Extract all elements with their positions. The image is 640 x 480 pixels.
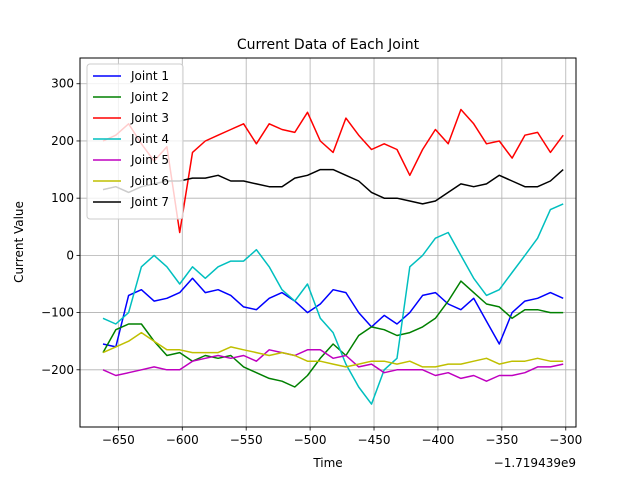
legend-label: Joint 5 bbox=[130, 153, 169, 167]
series-line-joint-4 bbox=[102, 203, 564, 405]
x-tick-label: −650 bbox=[102, 433, 135, 447]
legend-label: Joint 6 bbox=[130, 174, 169, 188]
x-tick-label: −550 bbox=[230, 433, 263, 447]
chart-title: Current Data of Each Joint bbox=[237, 37, 420, 53]
x-tick-label: −400 bbox=[421, 433, 454, 447]
series-line-joint-2 bbox=[102, 280, 564, 388]
y-tick-label: −200 bbox=[41, 363, 74, 377]
x-tick-label: −500 bbox=[294, 433, 327, 447]
series-line-joint-6 bbox=[102, 331, 564, 368]
legend: Joint 1 Joint 2 Joint 3 Joint 4 Joint 5 Joint… bbox=[86, 63, 184, 220]
legend-label: Joint 7 bbox=[130, 195, 169, 209]
y-tick-label: 300 bbox=[51, 77, 74, 91]
x-tick-label: −450 bbox=[358, 433, 391, 447]
x-tick-label: −600 bbox=[166, 433, 199, 447]
series-line-joint-5 bbox=[102, 349, 564, 382]
axis-ticks: −650 −600 −550 −500 −450 −400 −350 −300 −200 −100… bbox=[41, 77, 582, 447]
series-line-joint-3 bbox=[102, 108, 564, 234]
x-tick-label: −350 bbox=[485, 433, 518, 447]
grid-lines bbox=[80, 58, 576, 427]
plot-frame bbox=[79, 57, 577, 428]
x-tick-label: −300 bbox=[549, 433, 582, 447]
y-tick-label: 200 bbox=[51, 134, 74, 148]
y-tick-label: 0 bbox=[66, 248, 74, 262]
legend-label: Joint 3 bbox=[130, 111, 169, 125]
legend-label: Joint 4 bbox=[130, 132, 169, 146]
legend-label: Joint 1 bbox=[130, 69, 169, 83]
y-axis-label: Current Value bbox=[12, 201, 26, 283]
x-axis-label: Time bbox=[312, 456, 342, 470]
y-tick-label: −100 bbox=[41, 306, 74, 320]
x-offset-label: −1.719439e9 bbox=[494, 456, 576, 470]
y-tick-label: 100 bbox=[51, 191, 74, 205]
series-line-joint-1 bbox=[102, 277, 564, 348]
legend-label: Joint 2 bbox=[130, 90, 169, 104]
